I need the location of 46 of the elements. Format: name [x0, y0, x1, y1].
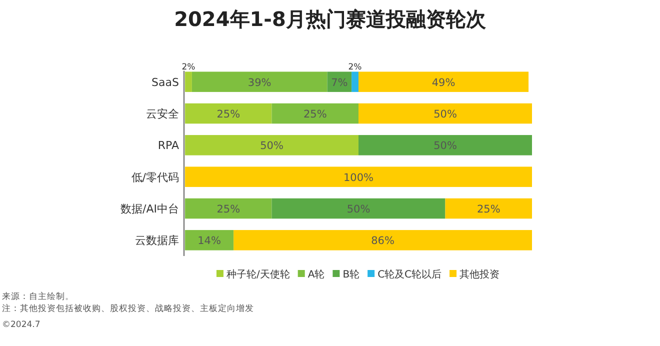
data-label: 50%: [434, 140, 457, 152]
data-label: 50%: [260, 140, 284, 152]
data-label: 86%: [371, 235, 394, 248]
y-tick-label: 云安全: [146, 108, 179, 120]
data-label: 25%: [476, 204, 500, 216]
legend-label: 种子轮/天使轮: [226, 268, 290, 280]
bar: [358, 135, 532, 156]
bar: [185, 198, 272, 219]
data-label: 25%: [303, 108, 327, 120]
bar: [358, 103, 532, 124]
y-tick-label: 云数据库: [135, 234, 179, 248]
y-tick-label: 低/零代码: [131, 170, 179, 184]
bar: [185, 135, 358, 156]
bar: [445, 198, 532, 219]
data-label: 7%: [331, 76, 348, 89]
data-label: 50%: [434, 108, 457, 120]
bar: [185, 166, 532, 187]
data-label: 100%: [343, 172, 374, 184]
data-label: 50%: [346, 204, 370, 216]
legend-label: C轮及C轮以后: [378, 268, 442, 280]
bar: [272, 103, 358, 124]
source-note: 来源：自主绘制。: [2, 291, 74, 302]
data-label: 2%: [182, 62, 196, 73]
data-label: 25%: [216, 108, 240, 120]
chart-title: 2024年1-8月热门赛道投融资轮次: [174, 7, 487, 31]
data-label: 25%: [216, 204, 240, 216]
legend-label: 其他投资: [460, 268, 500, 280]
data-label: 14%: [198, 235, 221, 248]
bar: [272, 198, 446, 219]
y-tick-label: RPA: [158, 139, 180, 152]
text: ©2024.7: [2, 320, 40, 330]
bar: [185, 72, 192, 92]
data-label: 49%: [432, 76, 456, 89]
y-tick-label: SaaS: [152, 76, 180, 89]
y-tick-label: 数据/AI中台: [120, 202, 179, 216]
bar: [192, 72, 328, 92]
data-label: 39%: [248, 76, 272, 89]
bar: [185, 230, 234, 250]
bar: [358, 72, 529, 92]
bar: [234, 230, 532, 250]
data-label: 2%: [348, 62, 362, 73]
legend-label: B轮: [342, 268, 360, 280]
bar: [352, 72, 358, 92]
text: 注：其他投资包括被收购、股权投资、战略投资、主板定向增发: [2, 303, 254, 314]
legend-label: A轮: [308, 268, 325, 280]
bar: [185, 103, 272, 124]
